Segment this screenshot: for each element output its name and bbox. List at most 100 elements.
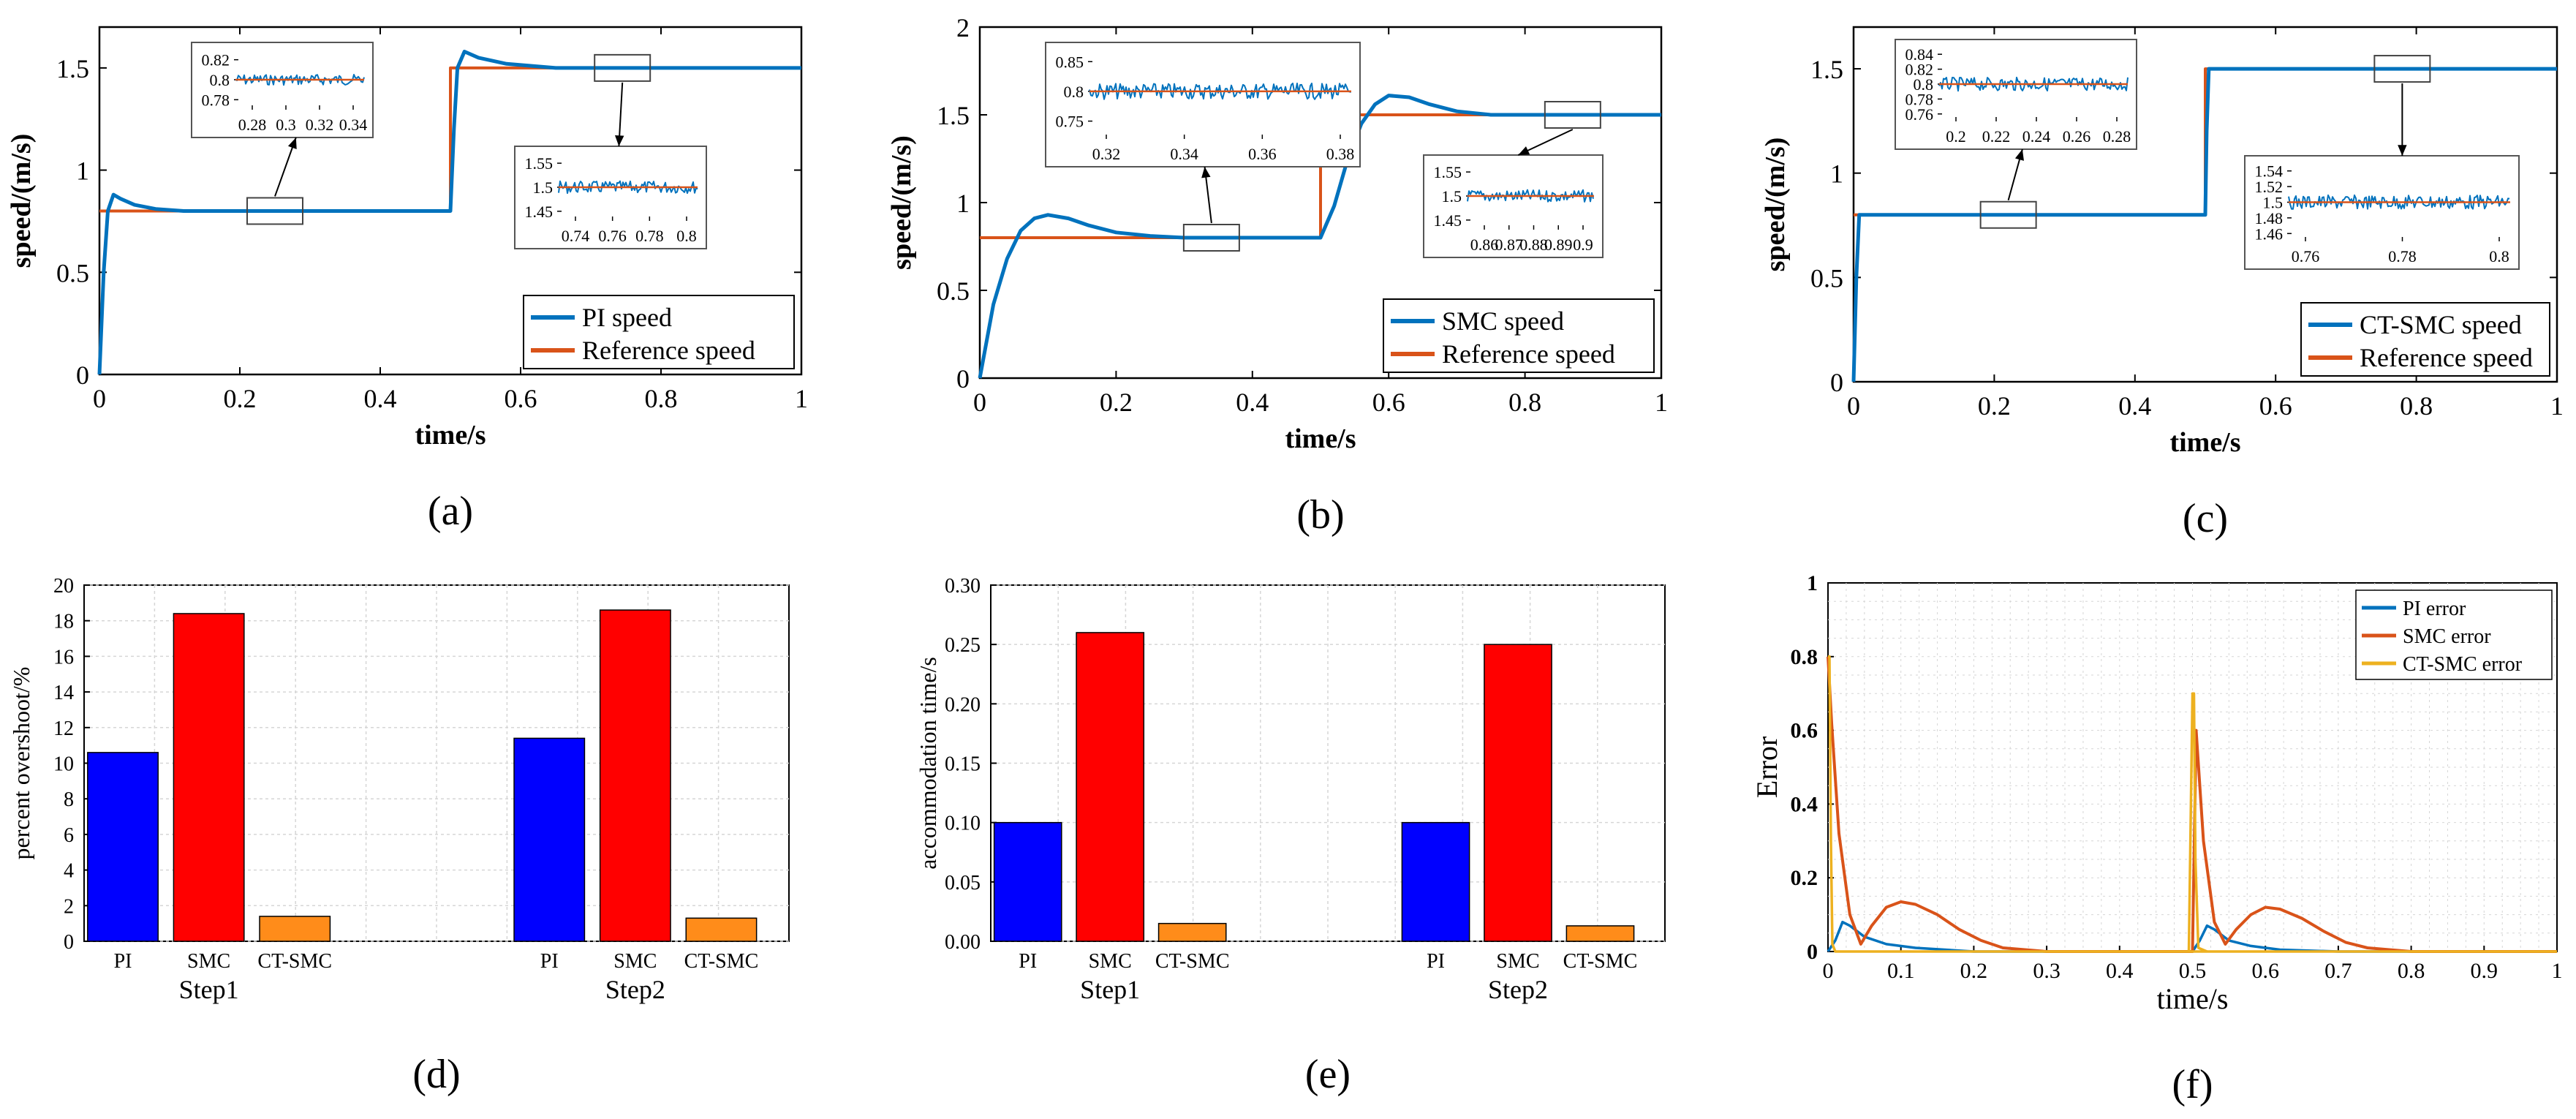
zoom-region-box [246,197,303,225]
zoom-region-box [1544,101,1601,129]
y-axis-label: accommodation time/s [915,657,941,870]
inset-x-tick-label: 0.28 [238,116,267,134]
x-tick-label: 0.4 [2106,959,2134,983]
x-tick-label: 0 [1823,959,1834,983]
x-tick-label: 0.6 [2259,391,2292,421]
chart-f: 0 0.1 0.2 0.3 0.4 0.5 0.6 0.7 0.8 0.9 1 0 0.2 0.4 0.6 0… [1750,571,2563,1107]
x-tick-label: 0.4 [1236,388,1269,417]
x-tick-label: 1 [2550,391,2564,421]
x-tick-label: 0.6 [1372,388,1405,417]
inset-panel: 0.840.820.80.780.76 0.2 0.22 0.24 0.26 0.28 [1895,39,2137,150]
y-axis-label: speed/(m/s) [886,135,917,270]
x-category-label: CT-SMC [257,950,332,973]
group-label: Step2 [605,975,665,1004]
x-category-label: SMC [1089,950,1132,973]
y-tick-label: 0.5 [56,258,89,287]
inset-x-tick-label: 0.74 [562,227,590,245]
legend-label: Reference speed [2360,343,2533,372]
y-tick-label: 0.5 [937,276,970,306]
bar-smc [1484,644,1552,942]
x-tick-label: 0.8 [2400,391,2433,421]
y-tick-label: 2 [956,13,970,42]
inset-y-tick-label: 1.5 [2263,194,2284,212]
inset-x-tick-label: 0.24 [2022,127,2051,146]
inset-y-tick-label: 1.54 [2255,162,2284,181]
x-tick-label: 0.2 [1978,391,2011,421]
y-tick-label: 0.25 [945,634,981,657]
y-tick-label: 20 [53,575,74,598]
inset-x-tick-label: 0.38 [1326,145,1355,163]
inset-x-tick-label: 0.26 [2063,127,2091,146]
x-category-label: CT-SMC [1155,950,1230,973]
bar-pi [993,821,1062,942]
inset-y-tick-label: 0.78 [202,91,230,109]
inset-noise-signal [2288,194,2510,210]
x-tick-label: 0 [973,388,986,417]
inset-x-tick-label: 0.32 [306,116,334,134]
x-tick-label: 0.1 [1887,959,1915,983]
x-tick-label: 1 [795,384,808,413]
chart-d: 0 2 4 6 8 10 12 14 16 18 20 PI SMC CT-SMC Step1 PI SMC CT… [8,575,790,1097]
x-tick-label: 0.4 [364,384,397,413]
x-tick-label: 1 [1655,388,1668,417]
y-tick-label: 0 [64,931,74,954]
chart-e: 0.00 0.05 0.10 0.15 0.20 0.25 0.30 PI SMC CT-SMC S… [915,575,1666,1097]
legend-label: SMC error [2403,625,2491,648]
bar-ct-smc [1157,922,1227,942]
y-tick-label: 1 [1807,571,1818,595]
chart-c: 0 0.2 0.4 0.6 0.8 1 0 0.5 1 1.5 time/s speed/(m/s) 0… [1760,26,2564,541]
group-label: Step1 [1080,975,1140,1004]
y-tick-label: 0.5 [1810,263,1843,293]
legend-label: SMC speed [1442,306,1564,336]
inset-noise-signal [235,74,365,86]
x-tick-label: 0.3 [2033,959,2061,983]
inset-frame [1045,42,1361,167]
bar-smc [599,609,671,942]
zoom-region-box [2373,55,2431,83]
x-tick-label: 0.4 [2118,391,2151,421]
y-tick-label: 14 [53,682,74,704]
y-tick-label: 0.30 [945,575,981,598]
arrow-head [1201,167,1211,178]
inset-x-tick-label: 0.89 [1544,236,1573,254]
y-tick-label: 0.00 [945,931,981,954]
group-label: Step2 [1488,975,1548,1004]
panel-label: (c) [2183,496,2228,541]
y-tick-label: 1.5 [56,54,89,83]
y-tick-label: 0.05 [945,872,981,894]
y-tick-label: 1.5 [1810,55,1843,84]
inset-x-tick-label: 0.34 [339,116,368,134]
y-tick-label: 0 [76,361,89,390]
legend-label: CT-SMC error [2403,653,2523,676]
inset-y-tick-label: 1.5 [533,178,554,197]
inset-y-tick-label: 0.82 [202,51,230,69]
bar-smc [173,613,245,942]
x-category-label: SMC [1496,950,1539,973]
x-tick-label: 1 [2552,959,2563,983]
inset-frame [2244,155,2520,270]
inset-y-tick-label: 1.55 [1434,163,1462,181]
legend: CT-SMC speed Reference speed [2300,302,2550,377]
x-category-label: CT-SMC [684,950,759,973]
y-tick-label: 18 [53,611,74,633]
inset-y-tick-label: 1.45 [1434,211,1462,230]
inset-x-tick-label: 0.76 [2292,247,2320,265]
y-tick-label: 0.2 [1791,866,1818,890]
inset-frame [1423,154,1604,258]
inset-y-tick-label: 1.48 [2255,209,2284,227]
y-axis-label: speed/(m/s) [6,134,37,268]
y-tick-label: 16 [53,646,74,668]
y-tick-label: 0 [1830,368,1843,397]
x-tick-label: 0.2 [1100,388,1133,417]
x-category-label: PI [1019,950,1037,973]
x-tick-label: 0.5 [2179,959,2207,983]
y-tick-label: 1 [956,189,970,218]
series-line-speed [97,50,801,375]
y-axis-label: Error [1750,736,1783,798]
bar-ct-smc [1565,925,1635,942]
x-category-label: SMC [187,950,230,973]
y-tick-label: 0.8 [1791,645,1818,669]
inset-y-tick-label: 1.52 [2255,178,2284,196]
inset-y-tick-label: 1.55 [525,154,554,173]
